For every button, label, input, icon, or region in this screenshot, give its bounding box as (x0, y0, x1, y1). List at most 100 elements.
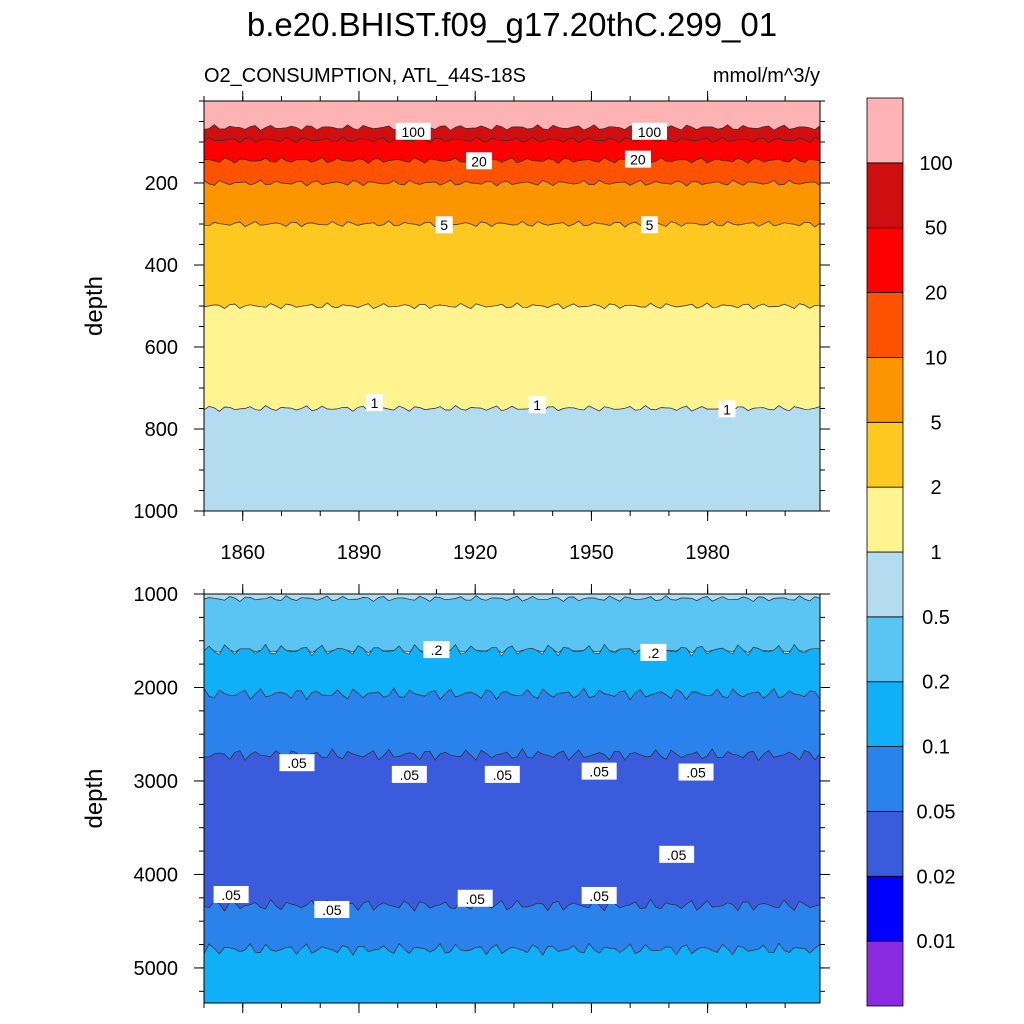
contour-label-box (624, 150, 651, 168)
contour-label: 100 (632, 122, 668, 140)
contour-label-box (395, 122, 431, 140)
colorbar-label: 2 (930, 477, 941, 499)
contour-label: 1 (365, 394, 383, 412)
contour-label-text: .05 (493, 767, 513, 783)
chart-units: mmol/m^3/y (713, 65, 820, 87)
contour-label-text: .05 (221, 887, 241, 903)
chart-subtitle-variable: O2_CONSUMPTION, ATL_44S-18S (204, 65, 526, 87)
colorbar-label: 100 (919, 153, 952, 175)
contour-label-text: 100 (402, 124, 426, 140)
colorbar-label: 1 (930, 542, 941, 564)
contour-label: .2 (423, 641, 450, 659)
contour-label: 20 (466, 152, 493, 170)
contour-label-box (213, 886, 249, 904)
x-tick-label: 1950 (569, 542, 614, 564)
y-tick-label: 600 (145, 337, 178, 359)
contour-label-box (640, 643, 667, 661)
contour-band (204, 179, 820, 228)
contour-label-box (457, 889, 493, 907)
contour-label-text: 5 (646, 217, 654, 233)
plot-area: .2 .2 .05 .05 .05 .05 .05 .05 .05 .05 .05 .05 (204, 594, 820, 1003)
contour-label: 5 (641, 216, 659, 234)
colorbar-swatch (866, 616, 904, 683)
contour-label-text: .05 (589, 764, 609, 780)
contour-label: .05 (314, 900, 350, 918)
chart-title: b.e20.BHIST.f09_g17.20thC.299_01 (247, 6, 777, 43)
contour-label-text: 1 (533, 397, 541, 413)
contour-label-text: 20 (630, 152, 646, 168)
contour-label: .05 (581, 886, 617, 904)
colorbar-label: 0.1 (922, 737, 950, 759)
colorbar-swatch (866, 162, 904, 229)
contour-label-text: 100 (638, 124, 662, 140)
colorbar-swatch (866, 97, 904, 164)
contour-label: .05 (213, 886, 249, 904)
contour-label-box (528, 396, 546, 414)
y-tick-label: 2000 (134, 677, 179, 699)
contour-label-text: .2 (431, 642, 443, 658)
contour-label: .05 (581, 762, 617, 780)
y-tick-label: 200 (145, 173, 178, 195)
contour-label-text: .05 (465, 891, 485, 907)
colorbar-swatch (866, 746, 904, 812)
colorbar: 0.01 0.02 0.05 0.1 0.2 0.5 1 2 5 10 20 50 100 (866, 97, 956, 1007)
y-tick-label: 5000 (134, 958, 179, 980)
contour-band (204, 942, 820, 1003)
x-tick-label: 1980 (685, 542, 730, 564)
x-tick-label: 1860 (220, 542, 265, 564)
colorbar-label: 0.01 (917, 931, 956, 953)
contour-label-box (314, 900, 350, 918)
contour-label-text: .2 (648, 645, 660, 661)
colorbar-label: 10 (925, 347, 947, 369)
contour-label-box (641, 216, 659, 234)
colorbar-swatch (866, 292, 904, 358)
colorbar-label: 0.2 (922, 672, 950, 694)
contour-label-box (279, 754, 315, 772)
colorbar-swatch (866, 811, 904, 877)
contour-label: .05 (391, 765, 427, 783)
contour-label-box (365, 394, 383, 412)
colorbar-label: 5 (930, 412, 941, 434)
contour-label-text: .05 (322, 902, 342, 918)
contour-label-box (678, 763, 714, 781)
contour-label: 20 (624, 150, 651, 168)
contour-label-box (632, 122, 668, 140)
contour-label: .05 (484, 765, 520, 783)
contour-band (204, 302, 820, 412)
contour-label-box (659, 845, 695, 863)
contour-label-box (435, 216, 453, 234)
colorbar-label: 0.05 (917, 801, 956, 823)
colorbar-label: 20 (925, 283, 947, 305)
colorbar-swatch (866, 940, 904, 1007)
x-tick-label: 1890 (337, 542, 382, 564)
colorbar-swatch (866, 875, 904, 942)
contour-label-text: .05 (400, 767, 420, 783)
contour-label-text: 1 (371, 395, 379, 411)
contour-label: 5 (435, 216, 453, 234)
colorbar-label: 0.5 (922, 607, 950, 629)
y-axis-label: depth (81, 276, 108, 336)
contour-label: .05 (279, 754, 315, 772)
contour-label-text: .05 (686, 765, 706, 781)
contour-band (204, 687, 820, 762)
contour-label-text: .05 (287, 755, 307, 771)
y-tick-label: 1000 (134, 501, 179, 523)
colorbar-swatch (866, 357, 904, 423)
contour-label-box (391, 765, 427, 783)
contour-band (204, 595, 820, 654)
y-tick-label: 800 (145, 419, 178, 441)
contour-label: .05 (457, 889, 493, 907)
colorbar-swatch (866, 551, 904, 618)
panel-lower: .2 .2 .05 .05 .05 .05 .05 .05 .05 .05 .05 .05 1000 20… (81, 584, 830, 1013)
contour-label: .05 (659, 845, 695, 863)
plot-frame (203, 593, 821, 1004)
contour-label: 1 (718, 400, 736, 418)
contour-label: 100 (395, 122, 431, 140)
contour-band (204, 405, 820, 511)
contour-label-text: 1 (723, 401, 731, 417)
contour-label-text: 20 (471, 153, 487, 169)
colorbar-swatch (866, 421, 904, 488)
y-tick-label: 1000 (134, 584, 179, 606)
contour-label-box (581, 762, 617, 780)
y-tick-label: 400 (145, 255, 178, 277)
